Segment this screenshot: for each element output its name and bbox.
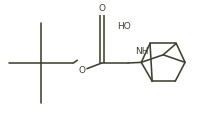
Text: O: O bbox=[79, 66, 86, 75]
Text: HO: HO bbox=[117, 22, 131, 31]
Text: O: O bbox=[98, 4, 105, 13]
Text: NH: NH bbox=[135, 46, 149, 56]
